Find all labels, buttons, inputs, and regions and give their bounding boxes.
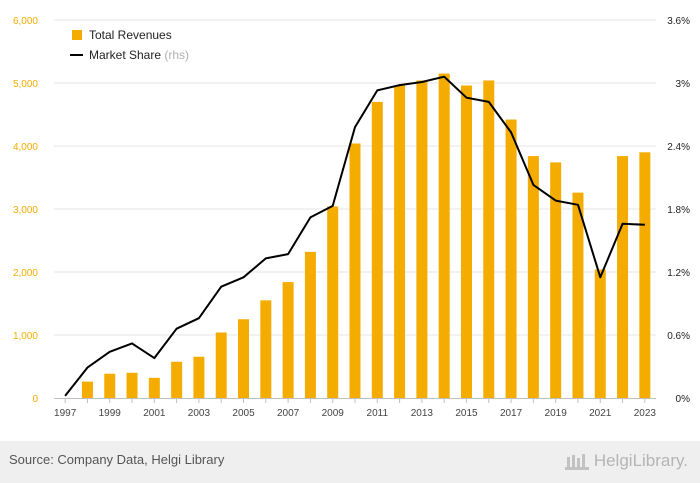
bar-total-revenues: [527, 156, 539, 398]
legend-label-market-share: Market Share (rhs): [89, 48, 189, 62]
y-left-tick-label: 2,000: [13, 268, 38, 279]
bar-total-revenues: [193, 356, 205, 398]
x-tick-label: 2003: [188, 408, 211, 419]
bar-total-revenues: [594, 269, 606, 398]
x-tick-label: 2023: [634, 408, 657, 419]
y-right-tick-label: 1.8%: [667, 205, 690, 216]
y-left-tick-label: 5,000: [13, 79, 38, 90]
x-tick-label: 1997: [54, 408, 77, 419]
bar-total-revenues: [460, 85, 472, 399]
bar-total-revenues: [639, 152, 651, 398]
x-tick-label: 2019: [545, 408, 568, 419]
bar-total-revenues: [572, 192, 584, 398]
legend-rhs-note: (rhs): [164, 48, 189, 62]
bar-total-revenues: [171, 361, 183, 398]
x-tick-label: 2007: [277, 408, 300, 419]
x-tick-label: 2009: [322, 408, 345, 419]
y-right-tick-label: 2.4%: [667, 142, 690, 153]
bar-total-revenues: [81, 381, 93, 398]
bar-total-revenues: [215, 332, 227, 398]
bar-total-revenues: [416, 80, 428, 398]
x-tick-label: 2013: [411, 408, 434, 419]
helgi-library-logo: HelgiLibrary.: [564, 449, 688, 473]
bar-total-revenues: [260, 300, 272, 398]
bar-total-revenues: [483, 80, 495, 398]
bar-total-revenues: [282, 282, 294, 398]
legend-label-total-revenues: Total Revenues: [89, 28, 172, 42]
x-tick-label: 2015: [455, 408, 478, 419]
x-tick-label: 2011: [367, 408, 389, 419]
library-building-icon: [564, 454, 589, 470]
x-tick-label: 1999: [99, 408, 122, 419]
combo-chart: 0 1,000 2,000 3,000 4,000 5,000 6,000 0% 0.6% 1.2…: [13, 16, 691, 419]
y-left-tick-label: 4,000: [13, 142, 38, 153]
y-left-tick-label: 6,000: [13, 16, 38, 27]
bar-total-revenues: [304, 251, 316, 398]
bar-total-revenues: [550, 162, 562, 398]
footer: Source: Company Data, Helgi Library Helg…: [0, 441, 700, 483]
y-right-tick-label: 0.6%: [667, 331, 690, 342]
y-right-tick-label: 3.6%: [667, 16, 690, 27]
bar-total-revenues: [148, 377, 160, 398]
bar-total-revenues: [617, 156, 629, 398]
legend-swatch-total-revenues: [72, 30, 82, 40]
y-left-tick-label: 3,000: [13, 205, 38, 216]
bar-total-revenues: [126, 372, 138, 398]
x-tick-label: 2017: [500, 408, 523, 419]
y-left-tick-label: 0: [32, 394, 38, 405]
bar-total-revenues: [505, 119, 517, 398]
x-tick-label: 2005: [232, 408, 255, 419]
bar-total-revenues: [238, 319, 250, 398]
bar-total-revenues: [349, 143, 361, 398]
x-tick-label: 2001: [143, 408, 166, 419]
bar-total-revenues: [371, 101, 383, 399]
bar-total-revenues: [327, 206, 339, 398]
y-left-tick-label: 1,000: [13, 331, 38, 342]
x-tick-label: 2021: [589, 408, 612, 419]
bar-total-revenues: [104, 373, 116, 398]
bar-total-revenues: [438, 73, 450, 399]
logo-text: HelgiLibrary.: [593, 451, 688, 470]
y-right-tick-label: 0%: [676, 394, 691, 405]
bar-total-revenues: [394, 85, 406, 399]
y-right-tick-label: 1.2%: [667, 268, 690, 279]
source-note: Source: Company Data, Helgi Library: [9, 452, 225, 467]
line-market-share: [64, 75, 645, 397]
y-right-tick-label: 3%: [676, 79, 691, 90]
